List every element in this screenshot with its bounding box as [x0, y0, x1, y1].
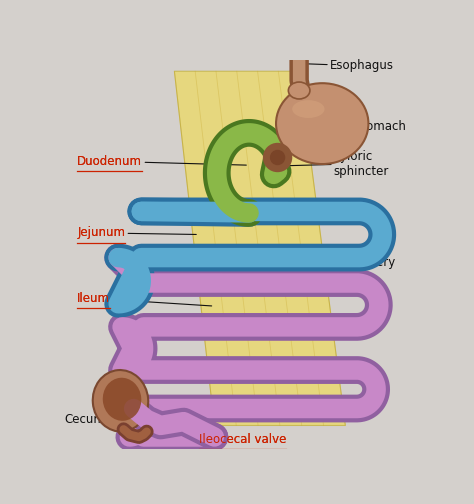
- Text: Ileum: Ileum: [77, 292, 110, 305]
- Text: Duodenum: Duodenum: [77, 155, 142, 168]
- Text: Stomach: Stomach: [340, 118, 406, 133]
- Text: Cecum: Cecum: [64, 412, 105, 426]
- Text: Jejunum: Jejunum: [77, 226, 196, 239]
- Ellipse shape: [103, 377, 141, 421]
- Text: Ileocecal valve: Ileocecal valve: [199, 433, 286, 446]
- Ellipse shape: [292, 100, 325, 118]
- Circle shape: [270, 150, 285, 165]
- Polygon shape: [174, 71, 346, 425]
- Text: Esophagus: Esophagus: [302, 59, 394, 73]
- Text: Mesentery: Mesentery: [317, 256, 396, 269]
- Ellipse shape: [276, 83, 368, 164]
- Circle shape: [264, 144, 292, 171]
- Text: Duodenum: Duodenum: [77, 155, 246, 168]
- Text: Jejunum: Jejunum: [77, 226, 126, 239]
- Ellipse shape: [288, 82, 310, 99]
- Text: Ileum: Ileum: [77, 292, 212, 306]
- Text: Pyloric
sphincter: Pyloric sphincter: [280, 150, 389, 178]
- Ellipse shape: [93, 370, 148, 431]
- Text: Ileocecal valve: Ileocecal valve: [171, 429, 286, 446]
